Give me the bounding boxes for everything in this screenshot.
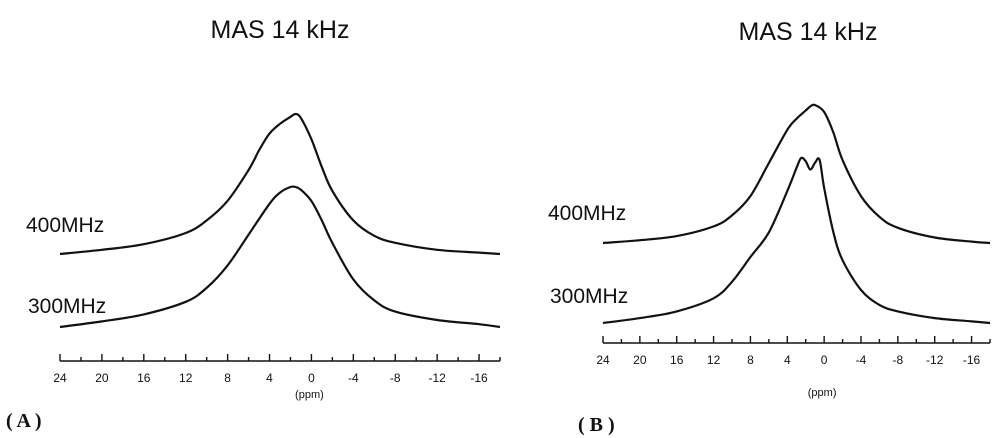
series-line-300mhz	[59, 185, 501, 329]
series-line-300mhz	[602, 156, 991, 325]
x-tick-label: 12	[179, 371, 193, 385]
x-tick-label: -12	[926, 353, 944, 367]
chart-title: MAS 14 kHz	[739, 18, 878, 46]
x-tick-label: -8	[893, 353, 904, 367]
x-axis-label: (ppm)	[295, 389, 324, 401]
x-axis-label: (ppm)	[808, 387, 837, 399]
x-tick-label: -12	[428, 371, 446, 385]
series-label-300mhz: 300MHz	[28, 295, 106, 318]
x-tick-label: -16	[470, 371, 488, 385]
series-line-400mhz	[602, 103, 991, 245]
panel-label: ( A )	[6, 410, 42, 432]
x-tick-label: 0	[821, 353, 828, 367]
x-tick-label: 16	[137, 371, 151, 385]
x-tick-label: 8	[224, 371, 231, 385]
panel-a: MAS 14 kHz 400MHz 300MHz 24 20 16 12 8 4 0 -4 -8 -12…	[6, 16, 501, 432]
x-tick-label: 16	[670, 353, 684, 367]
x-tick-label: 20	[633, 353, 647, 367]
x-tick-label: 12	[707, 353, 721, 367]
x-tick-label: -16	[963, 353, 981, 367]
x-tick-label: 4	[266, 371, 273, 385]
series-label-300mhz: 300MHz	[550, 285, 628, 308]
series-label-400mhz: 400MHz	[548, 202, 626, 225]
x-tick-label: 24	[53, 371, 67, 385]
x-tick-label: -4	[348, 371, 359, 385]
x-tick-label: 0	[308, 371, 315, 385]
x-tick-label: -4	[856, 353, 867, 367]
chart-title: MAS 14 kHz	[211, 16, 350, 44]
series-label-400mhz: 400MHz	[26, 214, 104, 237]
panel-b: MAS 14 kHz 400MHz 300MHz 24 20 16 12 8 4 0 -4 -8 -12…	[548, 18, 991, 436]
panel-label: ( B )	[578, 414, 615, 436]
series-line-400mhz	[59, 112, 501, 256]
x-tick-label: 8	[747, 353, 754, 367]
x-tick-label: 20	[95, 371, 109, 385]
x-tick-label: 24	[596, 353, 610, 367]
x-tick-label: -8	[390, 371, 401, 385]
x-tick-label: 4	[784, 353, 791, 367]
